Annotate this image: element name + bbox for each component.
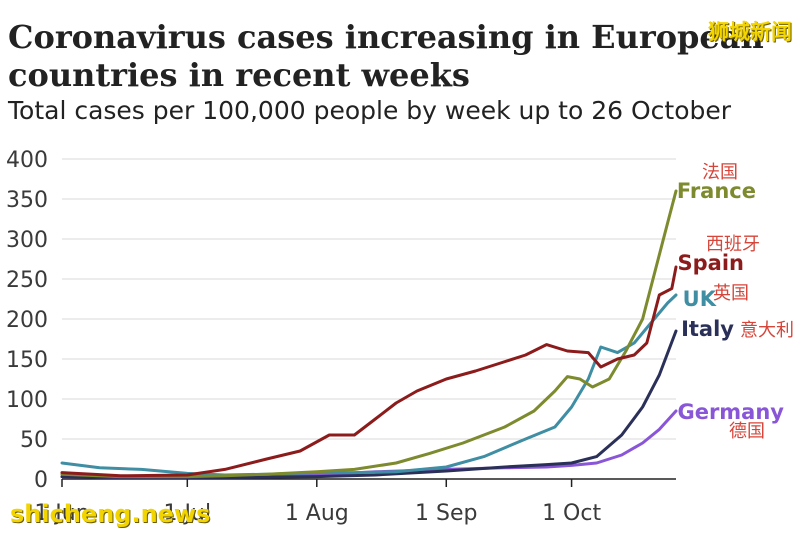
series-line-spain: [60, 265, 678, 478]
chart-title: Coronavirus cases increasing in European…: [8, 18, 764, 94]
y-tick-label-400: 400: [6, 148, 48, 173]
x-tick-label-1-sep: 1 Sep: [415, 501, 477, 526]
y-tick-label-300: 300: [6, 228, 48, 253]
y-tick-label-100: 100: [6, 388, 48, 413]
y-tick-label-200: 200: [6, 308, 48, 333]
series-label-uk: UK: [683, 287, 717, 311]
series-label-spain: Spain: [678, 251, 744, 275]
y-tick-label-50: 50: [20, 428, 48, 453]
series-line-uk: [60, 293, 678, 477]
series-label-france: France: [677, 179, 756, 203]
series-label-cn-italy: 意大利: [740, 320, 794, 341]
watermark-site: shicheng.news: [10, 500, 211, 528]
series-label-cn-uk: 英国: [713, 283, 749, 304]
series-line-france: [60, 189, 678, 479]
x-tick-label-1-jun: 1 Jun: [34, 501, 89, 526]
x-tick-label-1-aug: 1 Aug: [285, 501, 349, 526]
x-tick-label-1-jul: 1 Jul: [164, 501, 212, 526]
y-tick-label-250: 250: [6, 268, 48, 293]
chart-subtitle: Total cases per 100,000 people by week u…: [8, 96, 732, 125]
y-tick-label-150: 150: [6, 348, 48, 373]
y-tick-label-0: 0: [34, 468, 48, 493]
series-label-cn-spain: 西班牙: [706, 234, 760, 255]
y-tick-label-350: 350: [6, 188, 48, 213]
x-tick-label-1-oct: 1 Oct: [542, 501, 601, 526]
series-label-germany: Germany: [677, 400, 784, 424]
watermark-chinese: 狮城新闻: [708, 20, 792, 44]
series-label-cn-germany: 德国: [729, 421, 765, 442]
series-label-italy: Italy: [681, 317, 734, 341]
series-label-cn-france: 法国: [702, 162, 738, 183]
